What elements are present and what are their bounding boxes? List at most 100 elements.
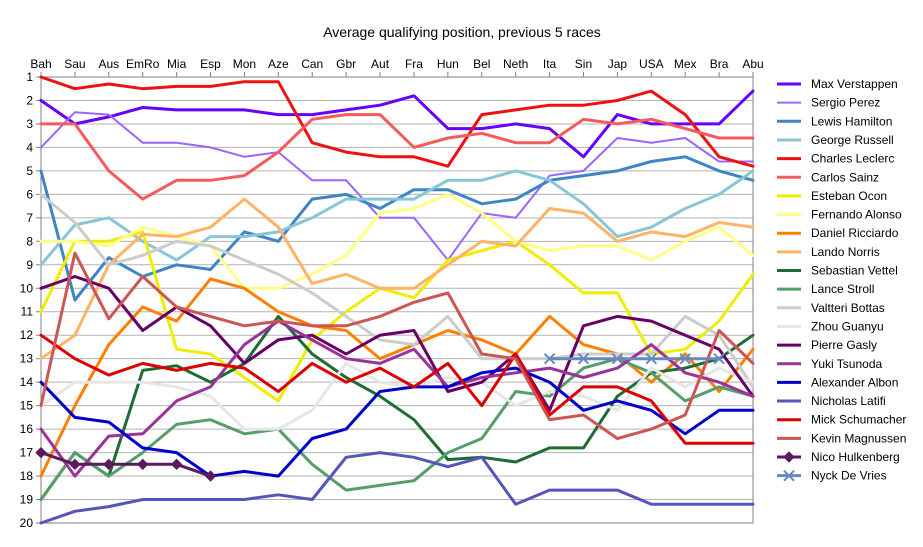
series-kevin-magnussen <box>39 251 755 440</box>
legend-item: Nyck De Vries <box>777 469 887 483</box>
legend-label: Daniel Ricciardo <box>811 226 899 240</box>
y-tick-label: 14 <box>20 375 34 389</box>
series-line <box>39 451 212 478</box>
legend-item: Lance Stroll <box>777 282 874 296</box>
series-marker <box>543 352 556 365</box>
x-tick-label: Can <box>301 57 323 71</box>
legend-label: Fernando Alonso <box>811 208 902 222</box>
legend-label: Lando Norris <box>811 245 880 259</box>
series-max-verstappen <box>39 89 755 159</box>
y-tick-label: 4 <box>26 140 33 154</box>
legend-label: Charles Leclerc <box>811 152 894 166</box>
series-nyck-de-vries <box>543 352 725 365</box>
y-tick-label: 12 <box>20 328 34 342</box>
series-marker <box>170 458 183 471</box>
legend-item: Daniel Ricciardo <box>777 226 899 240</box>
series-marker <box>204 470 217 482</box>
y-tick-label: 9 <box>26 258 33 272</box>
legend-label: Carlos Sainz <box>811 170 879 184</box>
y-tick-label: 8 <box>26 234 33 248</box>
x-tick-label: Ita <box>543 57 557 71</box>
series-sergio-perez <box>40 111 754 262</box>
series-zhou-guanyu <box>39 361 755 431</box>
y-tick-label: 1 <box>26 70 33 84</box>
x-tick-label: Jap <box>608 57 628 71</box>
y-tick-label: 11 <box>21 305 34 319</box>
y-tick-label: 18 <box>20 469 34 483</box>
series-marker <box>577 352 590 365</box>
legend-label: George Russell <box>811 133 894 147</box>
y-tick-label: 10 <box>20 281 34 295</box>
y-tick-label: 3 <box>26 117 33 131</box>
series-marker <box>137 458 149 471</box>
series-daniel-ricciardo <box>39 277 755 478</box>
legend-item: Lando Norris <box>777 245 880 259</box>
series-marker <box>103 458 115 471</box>
series-marker <box>713 352 725 365</box>
series-line <box>39 357 755 501</box>
series-line <box>39 192 755 290</box>
x-tick-label: Fra <box>405 57 423 71</box>
legend-label: Esteban Ocon <box>811 189 887 203</box>
series-marker <box>645 352 657 365</box>
legend-label: Nicholas Latifi <box>811 394 886 408</box>
series-line <box>39 169 755 267</box>
series-nicholas-latifi <box>39 451 755 525</box>
legend-label: Pierre Gasly <box>811 338 877 352</box>
x-tick-label: EmRo <box>126 57 160 71</box>
legend-item: Pierre Gasly <box>777 338 877 352</box>
legend-item: Carlos Sainz <box>777 170 879 184</box>
series-lance-stroll <box>39 357 755 501</box>
legend-label: Mick Schumacher <box>811 413 906 427</box>
series-line <box>39 113 755 201</box>
legend: Max Verstappen Sergio Perez Lewis Hamilton… <box>777 77 906 483</box>
series-marker <box>69 458 81 471</box>
series-line <box>39 277 755 478</box>
series-george-russell <box>39 169 755 267</box>
series-line <box>39 366 755 478</box>
legend-item: Charles Leclerc <box>777 152 894 166</box>
x-tick-label: Abu <box>742 57 763 71</box>
series-lines <box>35 75 755 525</box>
y-tick-label: 20 <box>20 516 34 530</box>
legend-item: George Russell <box>777 133 894 147</box>
x-tick-label: USA <box>639 57 664 71</box>
x-tick-label: Aus <box>98 57 119 71</box>
x-tick-label: Mon <box>233 57 256 71</box>
series-marker <box>783 451 795 463</box>
legend-item: Nico Hulkenberg <box>777 450 900 464</box>
plot-area-frame <box>40 76 754 524</box>
y-tick-label: 15 <box>20 399 34 413</box>
y-tick-label: 13 <box>20 352 34 366</box>
legend-item: Yuki Tsunoda <box>777 357 882 371</box>
legend-label: Sebastian Vettel <box>811 264 898 278</box>
x-tick-label: Esp <box>200 57 221 71</box>
y-tick-label: 6 <box>26 187 33 201</box>
series-line <box>39 319 755 478</box>
y-tick-label: 19 <box>20 493 34 507</box>
y-tick-label: 5 <box>26 164 33 178</box>
series-line <box>39 89 755 159</box>
y-tick-label: 16 <box>20 422 34 436</box>
x-tick-label: Hun <box>437 57 459 71</box>
legend-label: Max Verstappen <box>811 77 898 91</box>
legend-item: Nicholas Latifi <box>777 394 886 408</box>
series-line <box>39 197 755 361</box>
legend-item: Fernando Alonso <box>777 208 902 222</box>
legend-label: Sergio Perez <box>811 96 880 110</box>
chart-title: Average qualifying position, previous 5 … <box>323 24 601 40</box>
legend-label: Lewis Hamilton <box>811 114 892 128</box>
series-line <box>40 111 754 262</box>
y-tick-label: 7 <box>26 211 33 225</box>
x-tick-label: Bel <box>473 57 490 71</box>
series-lando-norris <box>39 197 755 361</box>
legend-item: Mick Schumacher <box>777 413 906 427</box>
legend-label: Yuki Tsunoda <box>811 357 882 371</box>
x-tick-label: Aze <box>268 57 289 71</box>
x-tick-label: Sau <box>64 57 85 71</box>
series-marker <box>611 352 624 365</box>
series-fernando-alonso <box>39 192 755 290</box>
